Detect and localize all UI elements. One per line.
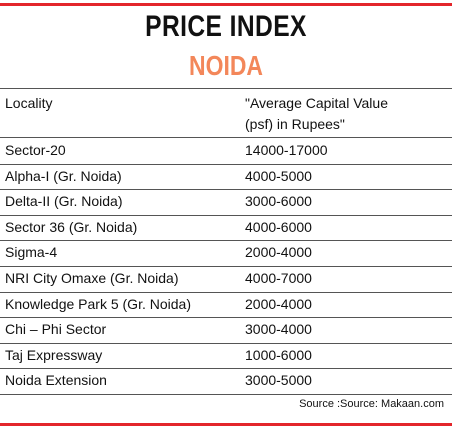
price-range: 4000-6000 bbox=[245, 218, 312, 235]
subtitle: NOIDA bbox=[188, 50, 263, 81]
locality: Sector 36 (Gr. Noida) bbox=[5, 218, 138, 235]
locality: Taj Expressway bbox=[5, 346, 103, 363]
price-range: 1000-6000 bbox=[245, 346, 312, 363]
locality: Knowledge Park 5 (Gr. Noida) bbox=[5, 295, 191, 312]
locality: Alpha-I (Gr. Noida) bbox=[5, 167, 122, 184]
locality: Chi – Phi Sector bbox=[5, 321, 107, 338]
price-range: 4000-5000 bbox=[245, 167, 312, 184]
row-rule bbox=[0, 266, 452, 267]
header-rule bbox=[0, 88, 452, 89]
row-rule bbox=[0, 292, 452, 293]
row-rule bbox=[0, 394, 452, 395]
row-rule bbox=[0, 240, 452, 241]
price-range: 3000-5000 bbox=[245, 372, 312, 389]
row-rule bbox=[0, 317, 452, 318]
row-rule bbox=[0, 189, 452, 190]
top-rule bbox=[0, 3, 452, 6]
price-range: 4000-7000 bbox=[245, 270, 312, 286]
column-header: Locality bbox=[5, 95, 53, 111]
bottom-rule bbox=[0, 423, 452, 426]
column-header: (psf) in Rupees" bbox=[245, 116, 345, 132]
source: Source :Source: Makaan.com bbox=[299, 398, 444, 410]
locality: Sector-20 bbox=[5, 142, 66, 158]
price-range: 3000-6000 bbox=[245, 193, 312, 210]
price-range: 14000-17000 bbox=[245, 142, 328, 158]
row-rule bbox=[0, 164, 452, 165]
price-range: 2000-4000 bbox=[245, 295, 312, 312]
column-header: "Average Capital Value bbox=[245, 95, 388, 111]
row-rule bbox=[0, 215, 452, 216]
locality: Sigma-4 bbox=[5, 244, 58, 261]
row-rule bbox=[0, 137, 452, 138]
locality: Noida Extension bbox=[5, 372, 107, 389]
price-range: 3000-4000 bbox=[245, 321, 312, 338]
row-rule bbox=[0, 368, 452, 369]
row-rule bbox=[0, 343, 452, 344]
title: PRICE INDEX bbox=[145, 10, 307, 43]
locality: NRI City Omaxe (Gr. Noida) bbox=[5, 270, 179, 286]
price-range: 2000-4000 bbox=[245, 244, 312, 261]
locality: Delta-II (Gr. Noida) bbox=[5, 193, 123, 210]
